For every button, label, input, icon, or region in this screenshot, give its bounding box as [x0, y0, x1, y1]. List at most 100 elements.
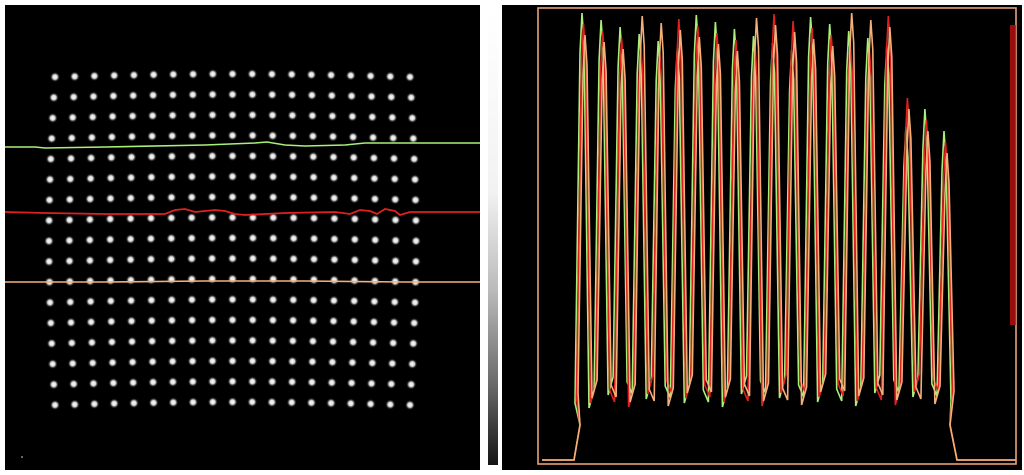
spot — [390, 255, 401, 267]
spot — [389, 296, 400, 308]
spot — [207, 171, 218, 182]
spot — [128, 397, 140, 409]
spot — [186, 192, 197, 203]
spot — [368, 316, 380, 328]
spot — [326, 90, 337, 101]
spot — [167, 356, 178, 367]
spot — [186, 212, 197, 223]
spot — [247, 273, 258, 285]
spot — [308, 274, 320, 285]
spot — [125, 192, 136, 204]
spot — [187, 110, 198, 121]
spot — [266, 69, 278, 80]
spot — [345, 70, 356, 81]
spot — [368, 152, 380, 164]
spot — [187, 397, 199, 408]
spot — [106, 131, 118, 143]
spot — [227, 232, 238, 244]
spot — [409, 174, 421, 185]
spot — [66, 132, 77, 144]
spot — [267, 151, 279, 162]
spot — [227, 355, 238, 367]
spot — [186, 315, 198, 326]
spot — [126, 315, 137, 327]
spot — [247, 232, 259, 244]
spot — [168, 397, 179, 408]
top-white-strip — [0, 0, 122, 6]
spot — [247, 355, 258, 367]
spot — [307, 356, 318, 367]
spot — [206, 253, 218, 264]
spot — [187, 376, 198, 387]
spot — [167, 335, 178, 347]
spot — [308, 233, 320, 244]
spot — [69, 399, 80, 410]
spot — [64, 214, 75, 226]
spot — [288, 253, 299, 265]
spot — [367, 357, 378, 369]
spot — [65, 317, 77, 328]
spot — [390, 194, 401, 205]
spot — [85, 296, 96, 307]
spot — [106, 152, 117, 163]
green-profile-line — [5, 141, 480, 149]
spot — [369, 296, 380, 307]
spot — [126, 151, 137, 163]
spot — [85, 173, 96, 184]
spot — [347, 357, 358, 368]
spot-image-panel — [5, 5, 480, 470]
spot — [168, 69, 179, 80]
spot — [166, 151, 178, 162]
spot — [287, 335, 298, 347]
spot — [44, 194, 55, 206]
spot — [348, 316, 359, 327]
spot — [49, 71, 61, 83]
spot — [148, 397, 159, 408]
spot — [65, 153, 77, 164]
spot — [186, 171, 198, 182]
spot — [286, 397, 297, 408]
spot — [48, 379, 59, 390]
spot — [85, 316, 97, 328]
spot — [410, 194, 421, 206]
spot — [407, 112, 418, 124]
spot — [109, 398, 120, 409]
spot — [385, 399, 396, 410]
spot — [86, 132, 98, 143]
spot — [166, 233, 177, 244]
spot — [167, 130, 178, 142]
spot — [370, 234, 381, 246]
spot — [386, 378, 397, 390]
spot — [207, 314, 218, 326]
spot — [207, 396, 218, 408]
spot — [47, 358, 58, 370]
spot — [328, 172, 340, 183]
spot — [267, 294, 279, 305]
spot — [126, 131, 138, 142]
spot — [390, 214, 401, 226]
spot — [65, 296, 76, 308]
spot — [369, 214, 381, 225]
spot — [43, 256, 55, 267]
spot — [267, 376, 278, 387]
spot — [268, 233, 279, 244]
spot — [207, 68, 218, 80]
spot — [46, 338, 57, 349]
spot — [145, 233, 157, 244]
spot — [66, 337, 77, 349]
spot — [87, 111, 98, 123]
spot — [367, 337, 379, 348]
spot — [186, 151, 198, 162]
spot — [349, 275, 360, 286]
spot — [388, 337, 399, 349]
spot — [207, 130, 218, 141]
spot — [145, 274, 157, 285]
spot — [126, 336, 138, 347]
spot — [287, 356, 298, 367]
spot — [329, 274, 340, 286]
spot — [387, 112, 398, 123]
spot — [287, 110, 298, 121]
spot — [227, 396, 238, 408]
spot — [266, 397, 278, 408]
spot-layer — [43, 68, 422, 411]
